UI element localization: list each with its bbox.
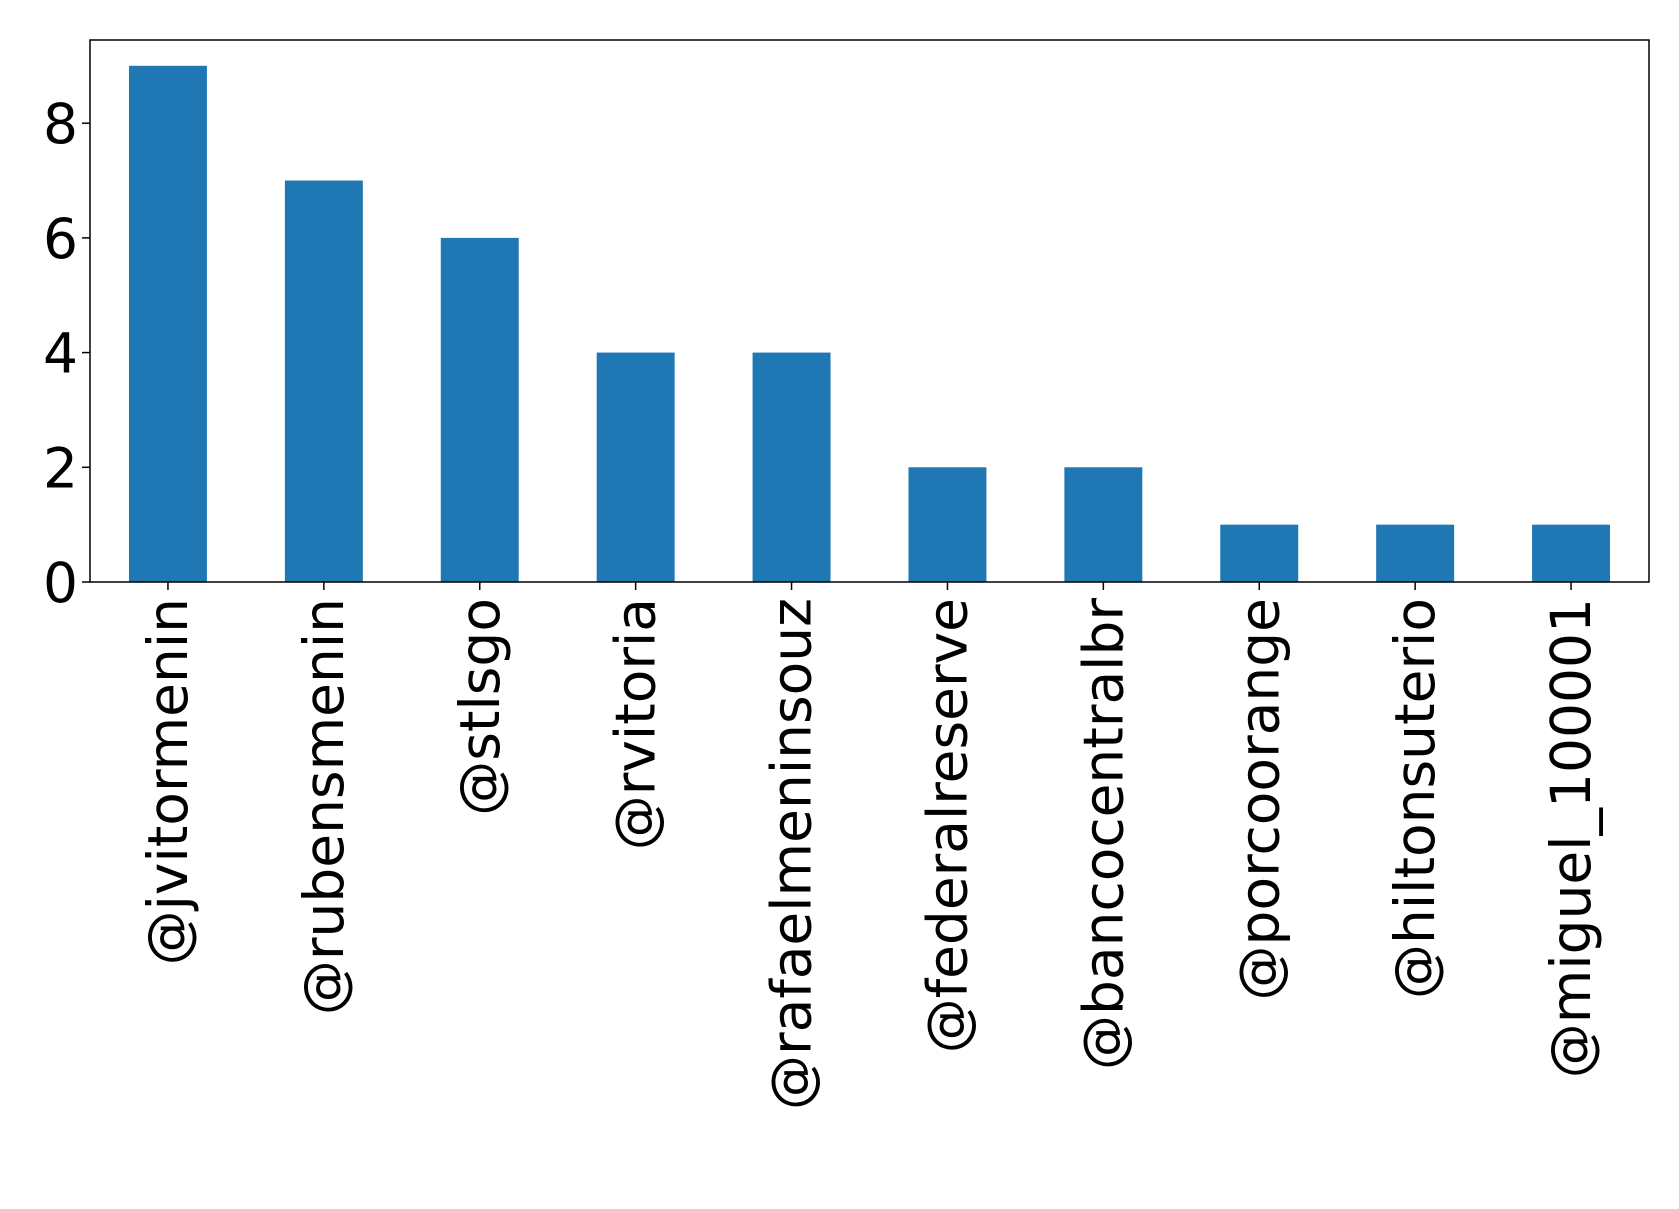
x-tick-label-6: @bancocentralbr: [1071, 598, 1135, 1070]
bar-5: [908, 467, 987, 582]
x-tick-label-0: @jvitormenin: [136, 598, 200, 965]
plot-frame: [89, 39, 1650, 583]
bar-3: [596, 352, 675, 582]
x-tick-label-9: @miguel_100001: [1539, 598, 1603, 1078]
bar-6: [1064, 467, 1143, 582]
bar-8: [1376, 524, 1455, 582]
bar-0: [128, 65, 207, 583]
bars-layer: [128, 65, 1611, 583]
x-tick-label-7: @porcoorange: [1227, 598, 1291, 1000]
x-tick-label-2: @stlsgo: [448, 598, 512, 816]
y-tick-label-4: 8: [43, 92, 78, 156]
x-tick-label-8: @hiltonsuterio: [1383, 598, 1447, 999]
bar-7: [1220, 524, 1299, 582]
x-tick-label-4: @rafaelmeninsouz: [760, 598, 824, 1110]
x-tick-label-5: @federalreserve: [915, 598, 979, 1053]
y-tick-label-3: 6: [43, 207, 78, 271]
x-tick-label-1: @rubensmenin: [292, 598, 356, 1015]
bar-4: [752, 352, 831, 582]
y-tick-label-1: 2: [43, 436, 78, 500]
bar-1: [284, 180, 363, 582]
y-axis: 0 2 4 6 8: [43, 92, 90, 615]
y-tick-label-0: 0: [43, 551, 78, 615]
bar-2: [440, 237, 519, 582]
y-tick-label-2: 4: [43, 322, 78, 386]
x-axis: @jvitormenin @rubensmenin @stlsgo @rvitoria…: [136, 582, 1603, 1110]
bar-9: [1532, 524, 1611, 582]
x-tick-label-3: @rvitoria: [604, 598, 668, 850]
